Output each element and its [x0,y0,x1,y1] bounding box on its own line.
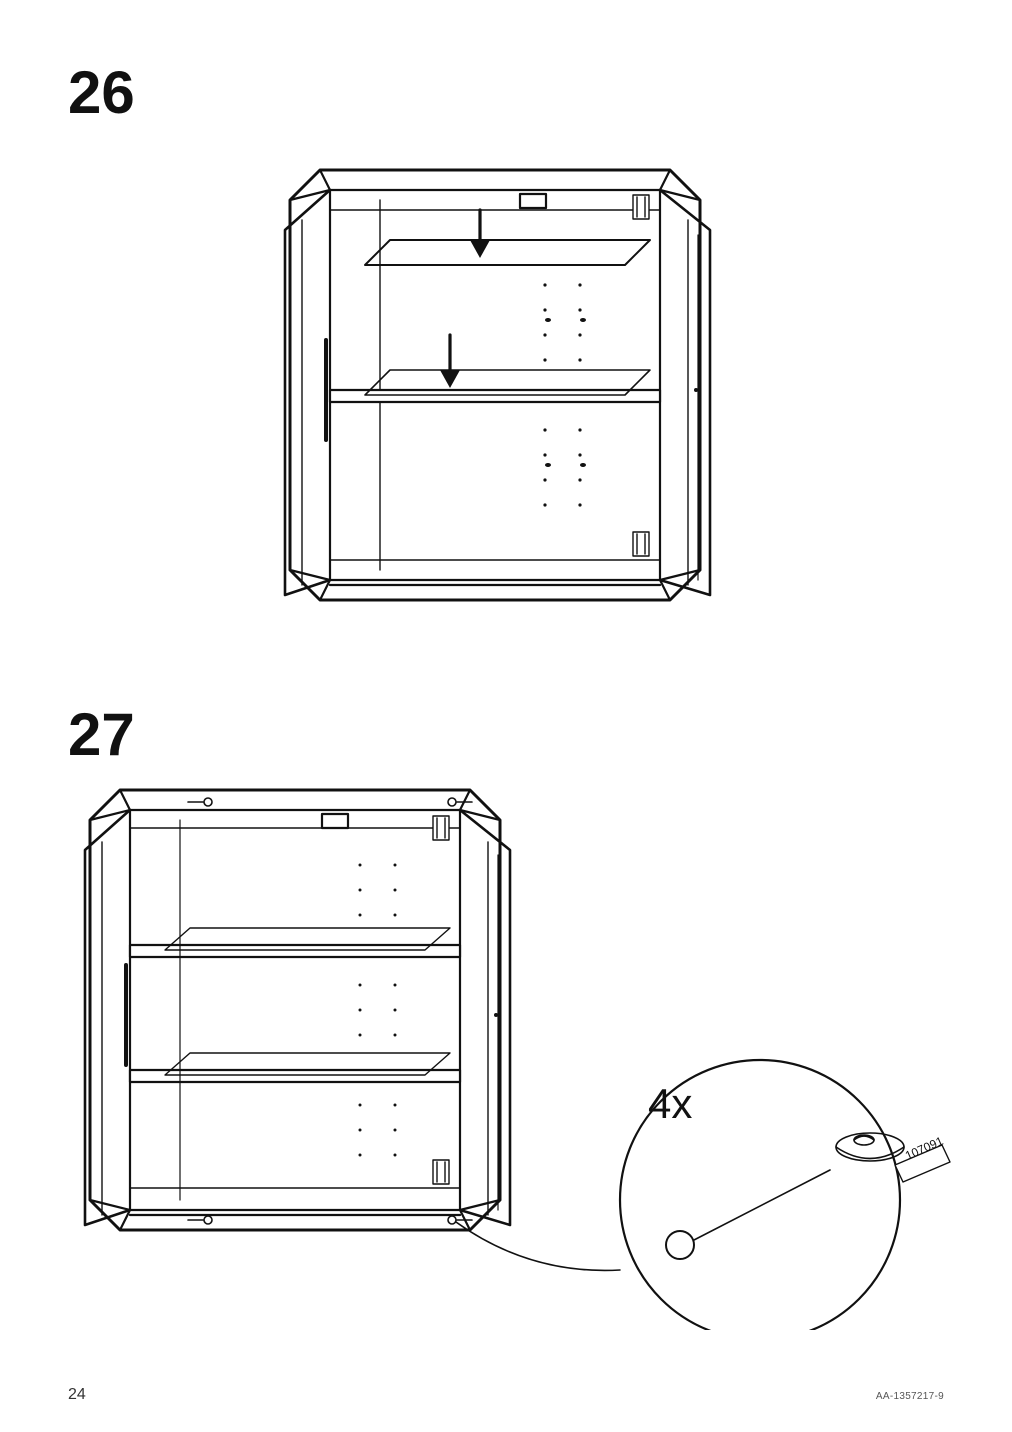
diagram-step-26 [230,140,750,620]
footer-document-id: AA-1357217-9 [876,1391,944,1402]
step-number-27: 27 [68,700,135,769]
footer-page-number: 24 [68,1386,86,1404]
diagram-step-27: 4x 107091 [60,770,960,1330]
step-number-26: 26 [68,58,135,127]
callout-quantity: 4x [648,1080,692,1128]
